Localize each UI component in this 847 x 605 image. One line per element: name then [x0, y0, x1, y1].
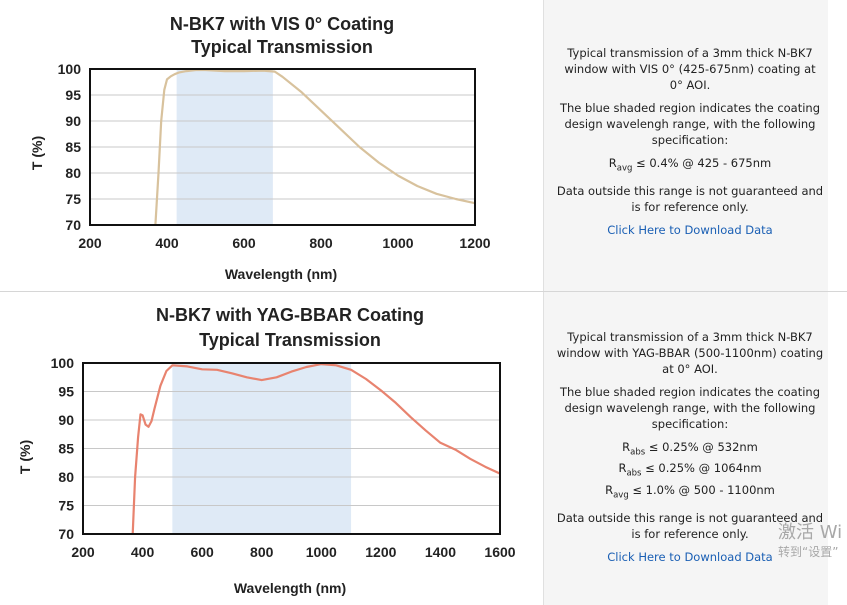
plot-area	[90, 69, 475, 225]
x-tick-label: 1000	[306, 544, 337, 560]
watermark-line1: 激活 Wi	[778, 522, 843, 543]
plot-frame	[89, 68, 476, 226]
y-tick-label: 95	[65, 87, 81, 103]
y-tick-label: 70	[65, 217, 81, 233]
x-tick-label: 200	[78, 235, 102, 251]
chart-title-line2: Typical Transmission	[199, 330, 381, 350]
x-tick-label: 800	[250, 544, 274, 560]
y-axis-label: T (%)	[17, 440, 33, 474]
description-cell: Typical transmission of a 3mm thick N-BK…	[543, 292, 828, 605]
spec-line: Rabs ≤ 0.25% @ 532nm	[622, 440, 758, 458]
transmission-line	[131, 363, 500, 534]
spec-line: Ravg ≤ 1.0% @ 500 - 1100nm	[605, 482, 775, 500]
x-tick-label: 1400	[425, 544, 456, 560]
spec-list: Rabs ≤ 0.25% @ 532nm Rabs ≤ 0.25% @ 1064…	[556, 439, 824, 503]
y-tick-label: 100	[58, 61, 82, 77]
x-axis-label: Wavelength (nm)	[234, 580, 346, 596]
y-tick-label: 90	[65, 113, 81, 129]
y-tick-label: 85	[58, 441, 74, 457]
x-tick-label: 400	[155, 235, 179, 251]
x-tick-label: 1200	[365, 544, 396, 560]
description-text: Typical transmission of a 3mm thick N-BK…	[556, 330, 824, 376]
y-tick-label: 80	[65, 165, 81, 181]
disclaimer-text: Data outside this range is not guarantee…	[556, 510, 824, 541]
description: Typical transmission of a 3mm thick N-BK…	[556, 45, 824, 245]
y-axis-label: T (%)	[29, 136, 45, 170]
x-tick-label: 200	[71, 544, 95, 560]
x-tick-label: 600	[190, 544, 214, 560]
y-tick-label: 75	[58, 498, 74, 514]
spec-list: Ravg ≤ 0.4% @ 425 - 675nm	[556, 155, 824, 176]
spec-line: Rabs ≤ 0.25% @ 1064nm	[618, 461, 762, 479]
chart-cell: N-BK7 with VIS 0° Coating Typical Transm…	[0, 0, 543, 291]
x-axis-label: Wavelength (nm)	[225, 266, 337, 282]
x-tick-label: 1200	[459, 235, 490, 251]
plot-frame	[82, 362, 501, 535]
chart-title-line2: Typical Transmission	[191, 37, 373, 57]
description-cell: Typical transmission of a 3mm thick N-BK…	[543, 0, 828, 291]
description-spec-intro: The blue shaded region indicates the coa…	[559, 385, 821, 431]
x-tick-label: 800	[309, 235, 333, 251]
chart-title-line1: N-BK7 with VIS 0° Coating	[170, 14, 394, 34]
x-tick-label: 400	[131, 544, 155, 560]
y-tick-label: 100	[51, 355, 75, 371]
download-data-link[interactable]: Click Here to Download Data	[607, 549, 773, 564]
y-tick-label: 90	[58, 412, 74, 428]
transmission-chart-yag-bbar: N-BK7 with YAG-BBAR Coating Typical Tran…	[17, 305, 516, 596]
download-data-link[interactable]: Click Here to Download Data	[607, 223, 773, 238]
transmission-chart-vis: N-BK7 with VIS 0° Coating Typical Transm…	[29, 14, 491, 282]
x-tick-label: 600	[232, 235, 256, 251]
x-tick-label: 1000	[382, 235, 413, 251]
watermark-line2: 转到“设置”	[778, 545, 839, 559]
description: Typical transmission of a 3mm thick N-BK…	[556, 329, 824, 572]
disclaimer-text: Data outside this range is not guarantee…	[556, 184, 824, 215]
y-tick-label: 75	[65, 191, 81, 207]
spec-line: Ravg ≤ 0.4% @ 425 - 675nm	[608, 156, 772, 174]
chart-panel-vis: N-BK7 with VIS 0° Coating Typical Transm…	[0, 0, 847, 292]
chart-cell: N-BK7 with YAG-BBAR Coating Typical Tran…	[0, 292, 543, 605]
description-text: Typical transmission of a 3mm thick N-BK…	[564, 46, 816, 92]
y-tick-label: 70	[58, 526, 74, 542]
description-spec-intro: The blue shaded region indicates the coa…	[559, 101, 821, 147]
x-tick-label: 1600	[484, 544, 515, 560]
plot-area	[83, 363, 500, 534]
y-tick-label: 80	[58, 469, 74, 485]
chart-panel-yag-bbar: N-BK7 with YAG-BBAR Coating Typical Tran…	[0, 292, 847, 605]
y-tick-label: 85	[65, 139, 81, 155]
activation-watermark: 激活 Wi 转到“设置”	[778, 522, 842, 560]
transmission-line	[154, 69, 475, 225]
y-tick-label: 95	[58, 384, 74, 400]
chart-title-line1: N-BK7 with YAG-BBAR Coating	[156, 305, 424, 325]
